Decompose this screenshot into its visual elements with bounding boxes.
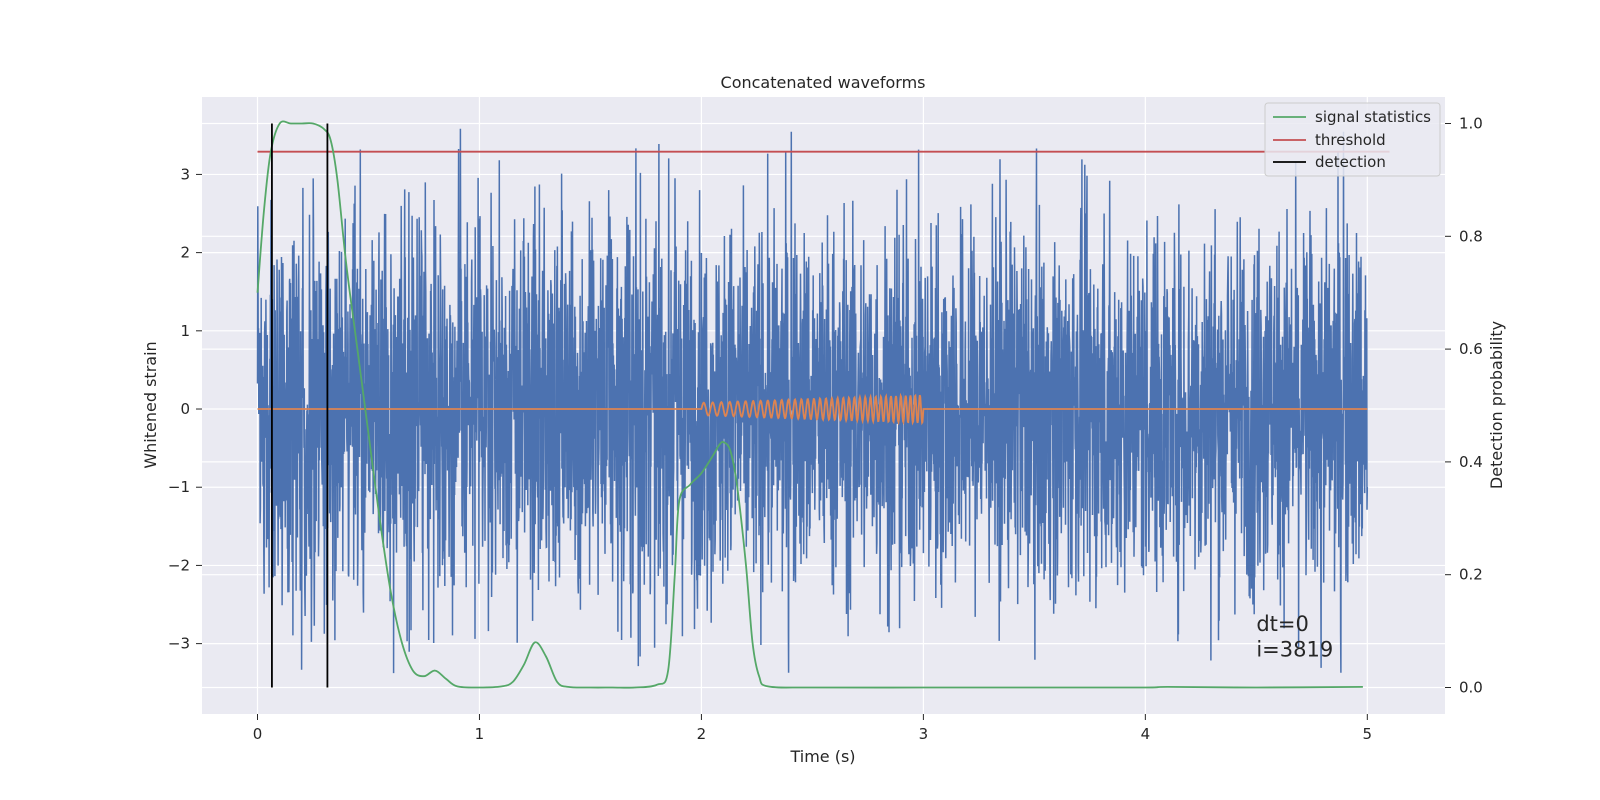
y-axis-right-label: Detection probability	[1487, 321, 1506, 489]
y-left-tick-label: −3	[168, 635, 190, 653]
legend-label-threshold: threshold	[1315, 131, 1386, 149]
y-right-tick-label: 1.0	[1459, 115, 1483, 133]
y-left-tick-label: −2	[168, 556, 190, 574]
x-tick-label: 4	[1141, 725, 1151, 743]
annotation-text: i=3819	[1256, 637, 1333, 661]
legend-label-signal-statistics: signal statistics	[1315, 108, 1431, 126]
y-left-tick-label: 0	[180, 400, 190, 418]
x-axis-ticks: 0 1 2 3 4 5	[253, 714, 1372, 743]
y-right-tick-label: 0.4	[1459, 453, 1483, 471]
right-axis-ticks: 0.0 0.2 0.4 0.6 0.8 1.0	[1445, 115, 1483, 696]
y-left-tick-label: 2	[180, 244, 190, 262]
y-left-tick-label: 1	[180, 322, 190, 340]
x-tick-label: 5	[1363, 725, 1373, 743]
series-layer	[256, 120, 1390, 689]
legend-box	[1264, 102, 1441, 177]
annotations: dt=0i=3819	[1256, 612, 1333, 661]
left-axis-ticks: −3 −2 −1 0 1 2 3	[168, 165, 202, 653]
y-right-tick-label: 0.0	[1459, 678, 1483, 696]
x-tick-label: 1	[475, 725, 485, 743]
y-axis-left-label: Whitened strain	[141, 341, 160, 468]
x-tick-label: 3	[919, 725, 929, 743]
y-right-tick-label: 0.2	[1459, 566, 1483, 584]
x-axis-label: Time (s)	[789, 747, 855, 766]
x-tick-label: 0	[253, 725, 263, 743]
strain-trace	[256, 128, 1369, 674]
injection-chirp-trace	[257, 392, 1368, 426]
chart-title: Concatenated waveforms	[721, 73, 926, 92]
x-tick-label: 2	[697, 725, 707, 743]
plot-area	[256, 120, 1390, 689]
signal-statistics-curve	[256, 120, 1363, 689]
legend: signal statistics threshold detection	[1264, 102, 1441, 177]
y-left-tick-label: 3	[180, 165, 190, 183]
y-right-tick-label: 0.8	[1459, 227, 1483, 245]
annotation-text: dt=0	[1256, 612, 1309, 636]
y-left-tick-label: −1	[168, 478, 190, 496]
y-right-tick-label: 0.6	[1459, 340, 1483, 358]
legend-label-detection: detection	[1315, 153, 1386, 171]
